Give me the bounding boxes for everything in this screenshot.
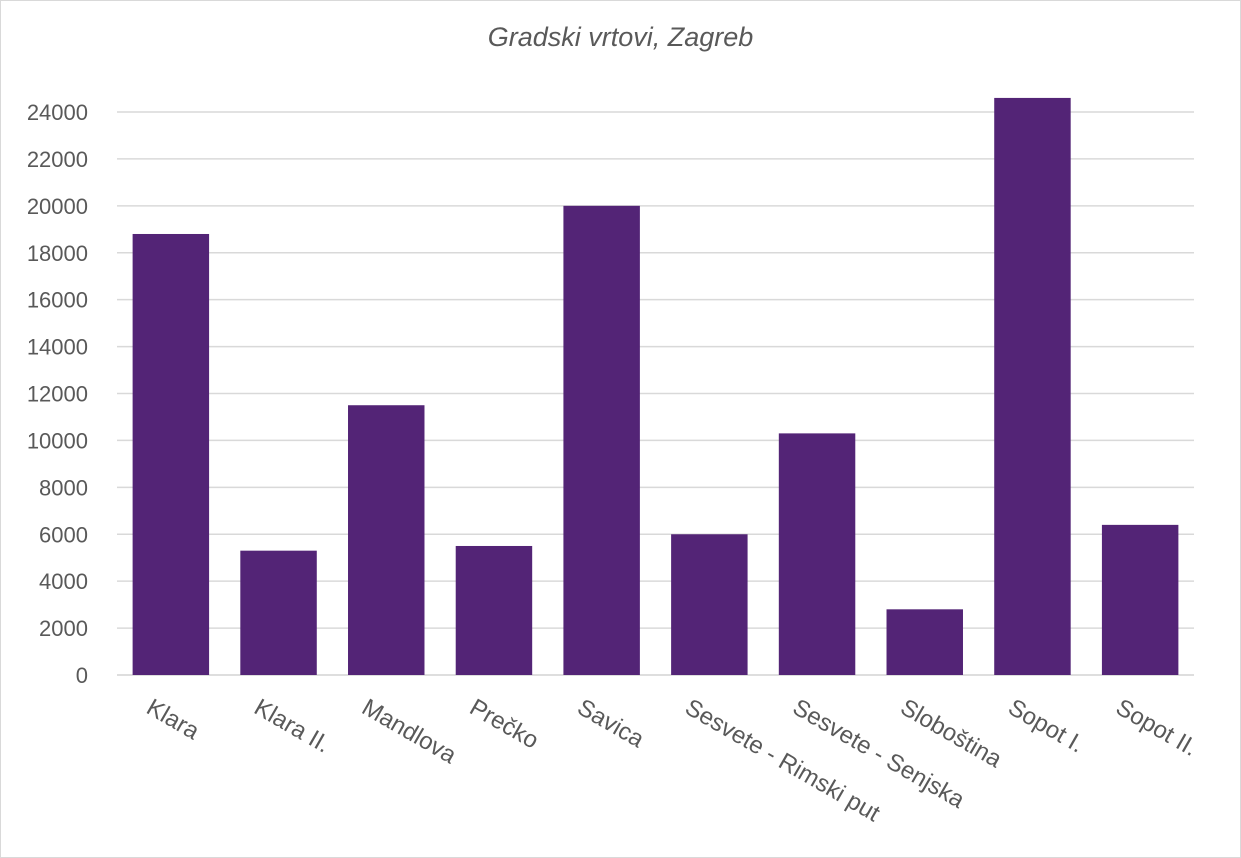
y-tick-label: 24000 <box>27 100 88 125</box>
bars <box>132 97 1179 676</box>
x-category-label: Mandlova <box>357 694 461 770</box>
x-axis-labels: Klara Klara II. Mandlova Prečko Savica Sesvet… <box>142 694 1202 828</box>
x-category-label: Prečko <box>465 694 543 755</box>
y-tick-label: 8000 <box>39 475 88 500</box>
bar-9 <box>994 97 1071 676</box>
y-tick-label: 2000 <box>39 616 88 641</box>
y-axis-ticks: 0 2000 4000 6000 8000 10000 12000 14000 16000 180… <box>27 100 88 688</box>
x-category-label: Sopot II. <box>1111 694 1202 762</box>
chart-title: Gradski vrtovi, Zagreb <box>487 22 754 52</box>
bar-7 <box>778 433 856 675</box>
y-tick-label: 10000 <box>27 428 88 453</box>
y-tick-label: 14000 <box>27 335 88 360</box>
y-tick-label: 22000 <box>27 147 88 172</box>
bar-1 <box>132 233 210 675</box>
bar-2 <box>240 550 317 675</box>
bar-6 <box>671 534 748 675</box>
y-tick-label: 4000 <box>39 569 88 594</box>
bar-10 <box>1101 524 1179 675</box>
bar-5 <box>563 205 640 676</box>
y-tick-label: 18000 <box>27 241 88 266</box>
x-category-label: Savica <box>573 694 649 754</box>
bar-3 <box>348 405 425 675</box>
bar-4 <box>455 545 533 675</box>
y-tick-label: 0 <box>76 663 88 688</box>
y-tick-label: 6000 <box>39 522 88 547</box>
bar-8 <box>886 609 963 675</box>
x-category-label: Klara II. <box>250 694 335 759</box>
y-tick-label: 12000 <box>27 382 88 407</box>
x-category-label: Klara <box>142 694 205 746</box>
x-category-label: Sopot I. <box>1003 694 1088 759</box>
y-tick-label: 20000 <box>27 194 88 219</box>
x-category-label: Sesvete - Rimski put <box>680 694 884 828</box>
y-tick-label: 16000 <box>27 288 88 313</box>
